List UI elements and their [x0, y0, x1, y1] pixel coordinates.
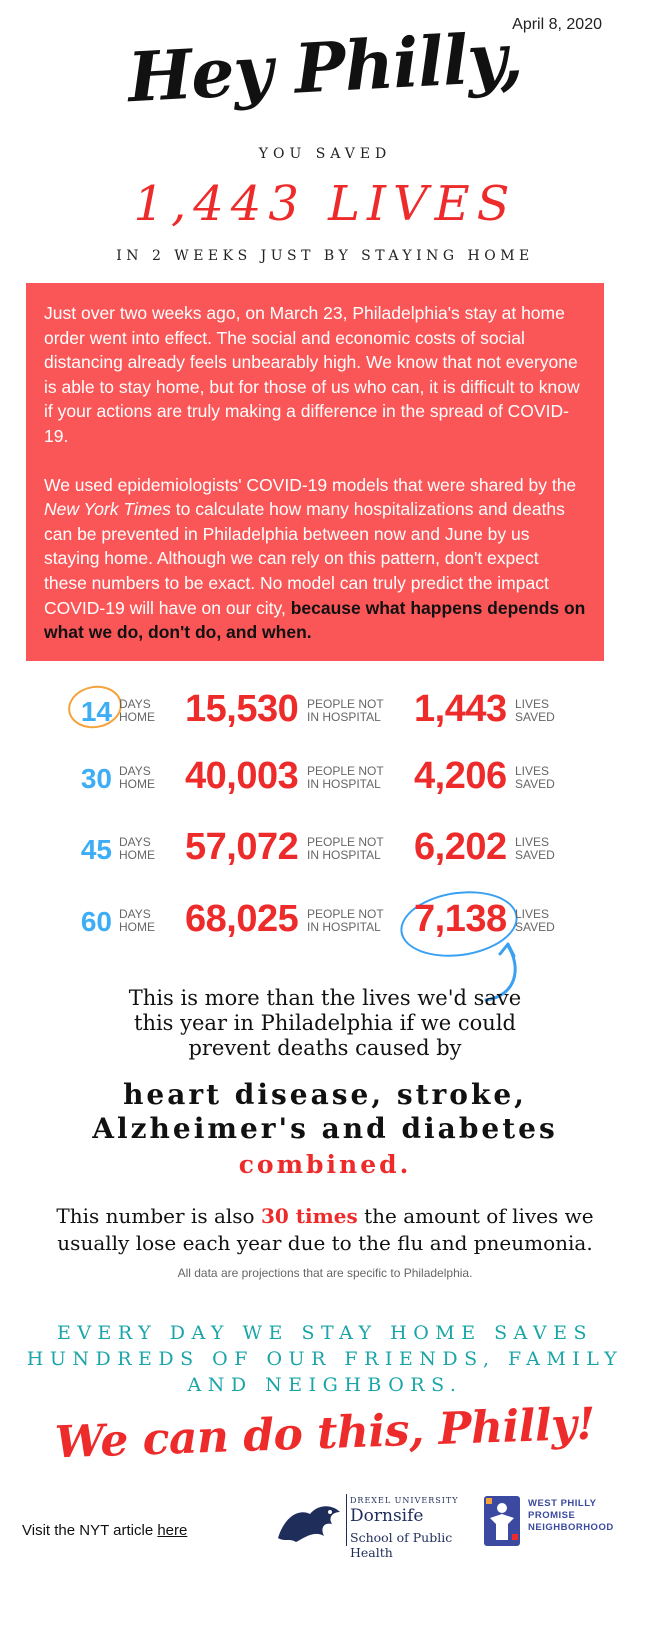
hospital-label: PEOPLE NOT IN HOSPITAL	[307, 835, 384, 862]
intro-p2-text-b: to calculate how many hospitalizations a…	[44, 499, 565, 618]
days-value: 60	[80, 906, 112, 937]
hospital-value: 68,025	[185, 898, 299, 940]
lives-label: LIVES SAVED	[515, 764, 555, 791]
flu-comparison: This number is also 30 times the amount …	[56, 1204, 594, 1255]
greeting-title: Hey Philly,	[125, 17, 525, 119]
comparison-text: This is more than the lives we'd save th…	[128, 986, 522, 1060]
dragon-icon	[278, 1506, 340, 1542]
stat-row-30: 30 DAYS HOME 40,003 PEOPLE NOT IN HOSPITAL…	[0, 755, 650, 815]
intro-paragraph-1: Just over two weeks ago, on March 23, Ph…	[44, 303, 580, 446]
hospital-value: 57,072	[185, 826, 299, 868]
days-label: DAYS HOME	[119, 697, 155, 724]
hospital-value: 40,003	[185, 755, 299, 797]
article-link[interactable]: here	[157, 1522, 188, 1539]
lives-value: 4,206	[414, 755, 507, 797]
date: April 8, 2020	[512, 16, 602, 33]
intro-paragraph-2: We used epidemiologists' COVID-19 models…	[44, 473, 586, 645]
lives-value: 6,202	[414, 826, 507, 868]
projection-note: All data are projections that are specif…	[177, 1266, 473, 1280]
stat-row-45: 45 DAYS HOME 57,072 PEOPLE NOT IN HOSPITAL…	[0, 826, 650, 886]
slogan: We can do this, Philly!	[54, 1398, 596, 1469]
days-value: 14	[80, 696, 112, 727]
lives-value: 7,138	[414, 898, 507, 940]
drexel-logo: DREXEL UNIVERSITY Dornsife School of Pub…	[274, 1490, 474, 1560]
lives-headline: 1,443 LIVES	[133, 176, 517, 232]
source-name: New York Times	[44, 499, 171, 520]
diseases-text: heart disease, stroke, Alzheimer's and d…	[92, 1078, 558, 1145]
intro-emphasis: because what happens depends on what we …	[44, 597, 586, 643]
stat-row-14: 14 DAYS HOME 15,530 PEOPLE NOT IN HOSPITAL…	[0, 681, 650, 748]
stat-row-60: 60 DAYS HOME 68,025 PEOPLE NOT IN HOSPITAL…	[0, 884, 650, 964]
days-value: 30	[80, 763, 112, 794]
days-value: 45	[80, 834, 112, 865]
hospital-value: 15,530	[185, 688, 299, 730]
people-icon	[484, 1496, 520, 1546]
closing-message: EVERY DAY WE STAY HOME SAVES HUNDREDS OF…	[26, 1322, 624, 1396]
lives-value: 1,443	[414, 688, 507, 730]
lives-label: LIVES SAVED	[515, 835, 555, 862]
subline: IN 2 WEEKS JUST BY STAYING HOME	[116, 248, 534, 264]
curved-arrow-icon	[484, 942, 517, 1002]
lives-label: LIVES SAVED	[515, 907, 555, 934]
visit-article: Visit the NYT article here	[22, 1522, 188, 1539]
hospital-label: PEOPLE NOT IN HOSPITAL	[307, 764, 384, 791]
combined-text: combined.	[238, 1150, 412, 1179]
days-label: DAYS HOME	[119, 907, 155, 934]
west-philly-promise-logo: WEST PHILLY PROMISE NEIGHBORHOOD	[482, 1492, 642, 1552]
days-label: DAYS HOME	[119, 835, 155, 862]
intro-box: Just over two weeks ago, on March 23, Ph…	[26, 283, 604, 661]
hospital-label: PEOPLE NOT IN HOSPITAL	[307, 697, 384, 724]
days-label: DAYS HOME	[119, 764, 155, 791]
hospital-label: PEOPLE NOT IN HOSPITAL	[307, 907, 384, 934]
you-saved-label: YOU SAVED	[258, 146, 392, 162]
lives-label: LIVES SAVED	[515, 697, 555, 724]
intro-p2-text-a: We used epidemiologists' COVID-19 models…	[44, 474, 577, 495]
